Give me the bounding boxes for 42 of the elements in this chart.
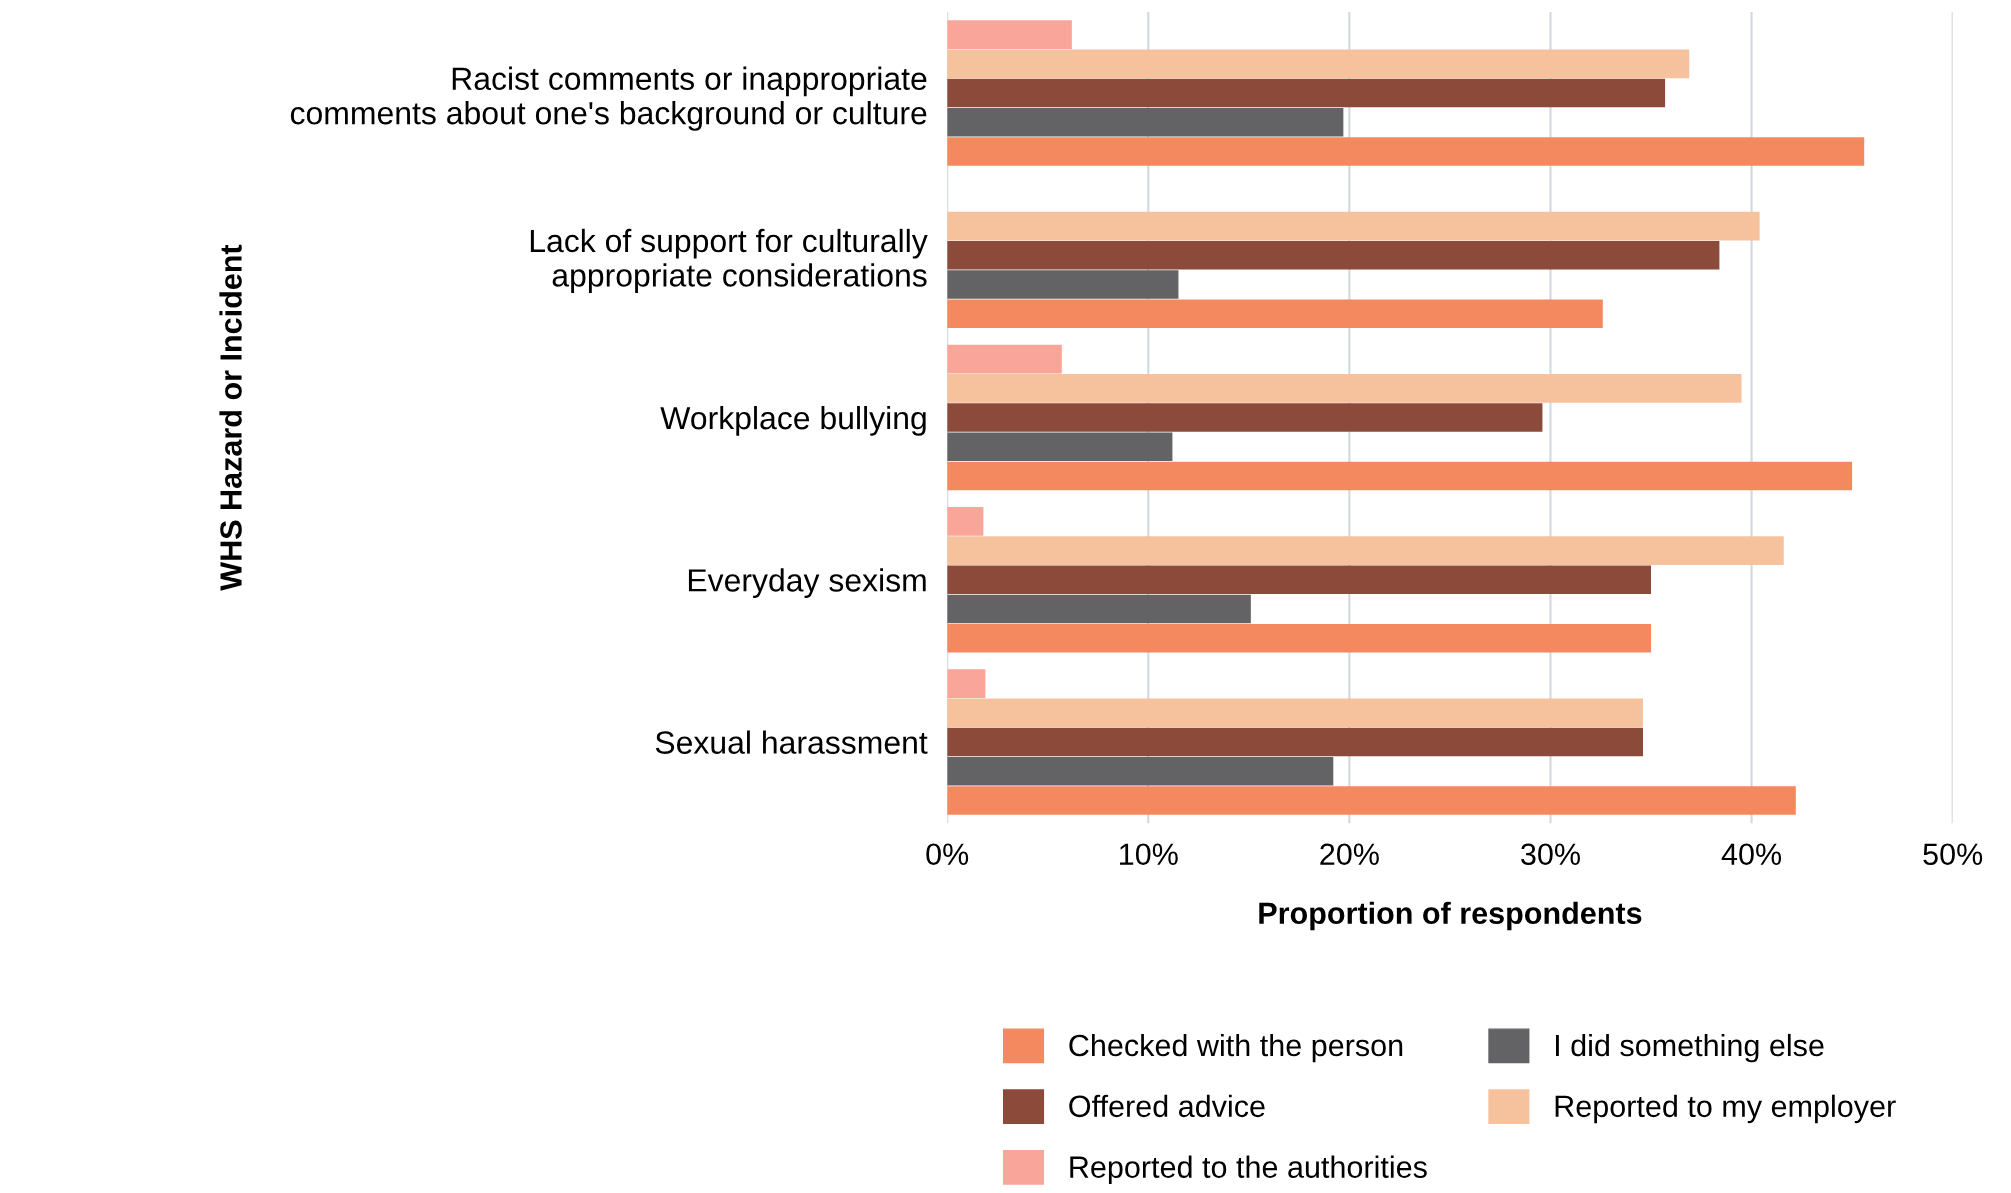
bar bbox=[947, 299, 1603, 329]
bar bbox=[947, 461, 1853, 491]
bar bbox=[947, 727, 1643, 757]
bar bbox=[947, 49, 1690, 79]
x-tick-label: 0% bbox=[926, 843, 969, 866]
bar bbox=[947, 698, 1643, 728]
bar bbox=[947, 78, 1666, 108]
x-tick-label: 20% bbox=[1320, 843, 1379, 866]
x-axis-title: Proportion of respondents bbox=[1259, 901, 1642, 931]
y-tick-label: Everyday sexism bbox=[688, 568, 926, 598]
bar bbox=[947, 669, 986, 698]
bar bbox=[947, 20, 1072, 49]
bar bbox=[947, 756, 1334, 786]
bar bbox=[947, 137, 1865, 166]
bar bbox=[947, 270, 1179, 299]
legend-label: Reported to my employer bbox=[1555, 1094, 1896, 1124]
bar bbox=[947, 344, 1062, 374]
bar bbox=[947, 565, 1652, 595]
bar bbox=[947, 374, 1742, 403]
y-tick-label: Lack of support for culturally appropriate considerations bbox=[530, 228, 928, 294]
legend-label: Reported to the authorities bbox=[1070, 1155, 1427, 1184]
bar bbox=[947, 403, 1543, 432]
legend-label: I did something else bbox=[1556, 1033, 1824, 1063]
y-tick-label: Racist comments or inappropriate comments about one's background or culture bbox=[290, 66, 927, 131]
bar bbox=[947, 211, 1760, 241]
bar bbox=[947, 623, 1652, 653]
x-tick-label: 10% bbox=[1120, 843, 1178, 866]
y-tick-label: Sexual harassment bbox=[655, 730, 928, 754]
bar bbox=[947, 107, 1344, 137]
bar bbox=[947, 594, 1251, 624]
x-tick-label: 40% bbox=[1721, 843, 1782, 866]
y-axis-title: WHS Hazard or Incident bbox=[219, 244, 242, 591]
bar bbox=[947, 536, 1784, 565]
bar bbox=[947, 240, 1720, 270]
bar bbox=[947, 786, 1796, 815]
x-tick-label: 30% bbox=[1521, 843, 1580, 866]
x-tick-label: 50% bbox=[1923, 843, 1983, 866]
legend-label: Checked with the person bbox=[1069, 1033, 1403, 1063]
bar bbox=[947, 432, 1173, 462]
bar bbox=[947, 507, 984, 536]
legend-label: Offered advice bbox=[1069, 1094, 1265, 1118]
y-tick-label: Workplace bullying bbox=[660, 405, 926, 436]
